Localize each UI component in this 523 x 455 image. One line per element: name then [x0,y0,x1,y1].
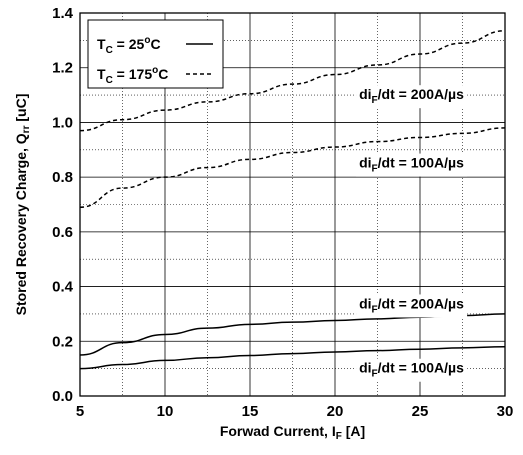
legend-label: TC = 25oC [97,35,161,56]
label-175c-200: diF/dt = 200A/µs [356,85,468,109]
svg-text:diF/dt = 200A/µs: diF/dt = 200A/µs [359,86,464,106]
series-line-25C-100A-us [79,346,506,370]
svg-text:diF/dt = 100A/µs: diF/dt = 100A/µs [359,155,464,175]
x-axis-title: Forwad Current, IF [A] [220,423,365,442]
label-25c-100: diF/dt = 100A/µs [356,358,468,382]
series-line-175C-100A-us [79,127,506,208]
legend-box [87,19,224,89]
x-tick-label: 15 [242,403,259,420]
y-tick-label: 0.0 [52,388,73,405]
legend: TC = 25oC TC = 175oC [97,35,213,86]
y-tick-label: 0.6 [52,224,73,241]
svg-text:diF/dt = 100A/µs: diF/dt = 100A/µs [359,360,464,380]
x-tick-label: 30 [497,403,514,420]
label-25c-200: diF/dt = 200A/µs [356,294,468,318]
legend-label: TC = 175oC [97,65,168,86]
y-tick-label: 0.4 [52,279,74,296]
label-175c-100: diF/dt = 100A/µs [356,153,468,177]
y-tick-label: 0.8 [52,169,73,186]
y-tick-label: 1.0 [52,114,73,131]
curve-annotations: diF/dt = 200A/µs diF/dt = 100A/µs diF/dt =… [356,85,468,382]
tick-labels: 5 10 15 20 25 30 0.0 0.2 0.4 0.6 0.8 1.0 1.2 1.4 [52,5,513,420]
y-tick-label: 0.2 [52,333,73,350]
plot-frame [79,12,506,397]
x-tick-label: 25 [412,403,429,420]
svg-text:diF/dt = 200A/µs: diF/dt = 200A/µs [359,295,464,315]
y-tick-label: 1.4 [52,5,74,22]
axis-titles: Forwad Current, IF [A] Stored Recovery Ch… [13,94,365,442]
y-axis-title: Stored Recovery Charge, Qrr [uC] [13,94,32,316]
y-tick-label: 1.2 [52,60,73,77]
x-tick-label: 10 [157,403,174,420]
series-line-175C-200A-us [79,30,506,132]
x-tick-label: 20 [327,403,344,420]
x-tick-label: 5 [76,403,84,420]
